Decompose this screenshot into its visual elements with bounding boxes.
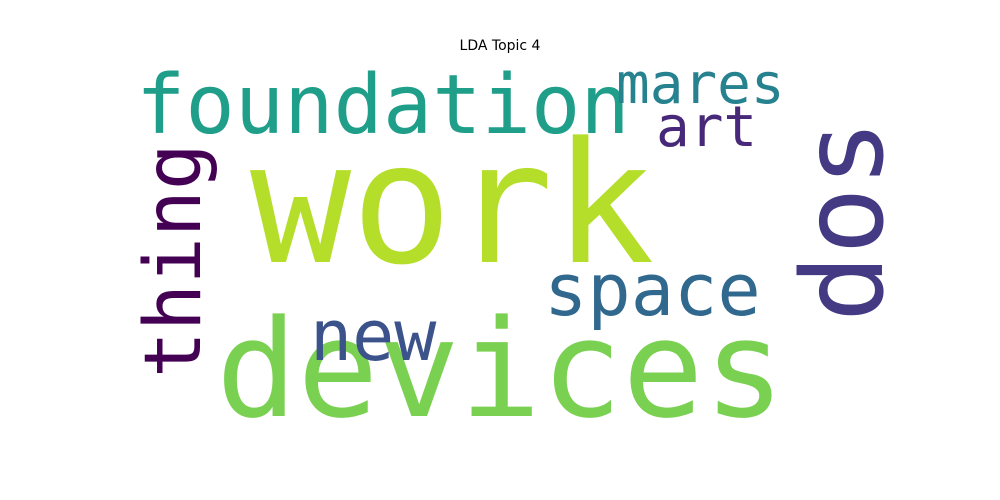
word-space: space xyxy=(544,248,761,332)
word-thing: thing xyxy=(129,143,219,378)
word-work: work xyxy=(250,106,655,302)
word-mares: mares xyxy=(616,52,785,117)
word-foundation: foundation xyxy=(136,58,630,153)
word-dos: dos xyxy=(779,120,909,322)
word-new: new xyxy=(310,295,437,377)
chart-title: LDA Topic 4 xyxy=(459,38,541,54)
word-devices: devices xyxy=(216,291,785,448)
word-art: art xyxy=(656,95,757,160)
